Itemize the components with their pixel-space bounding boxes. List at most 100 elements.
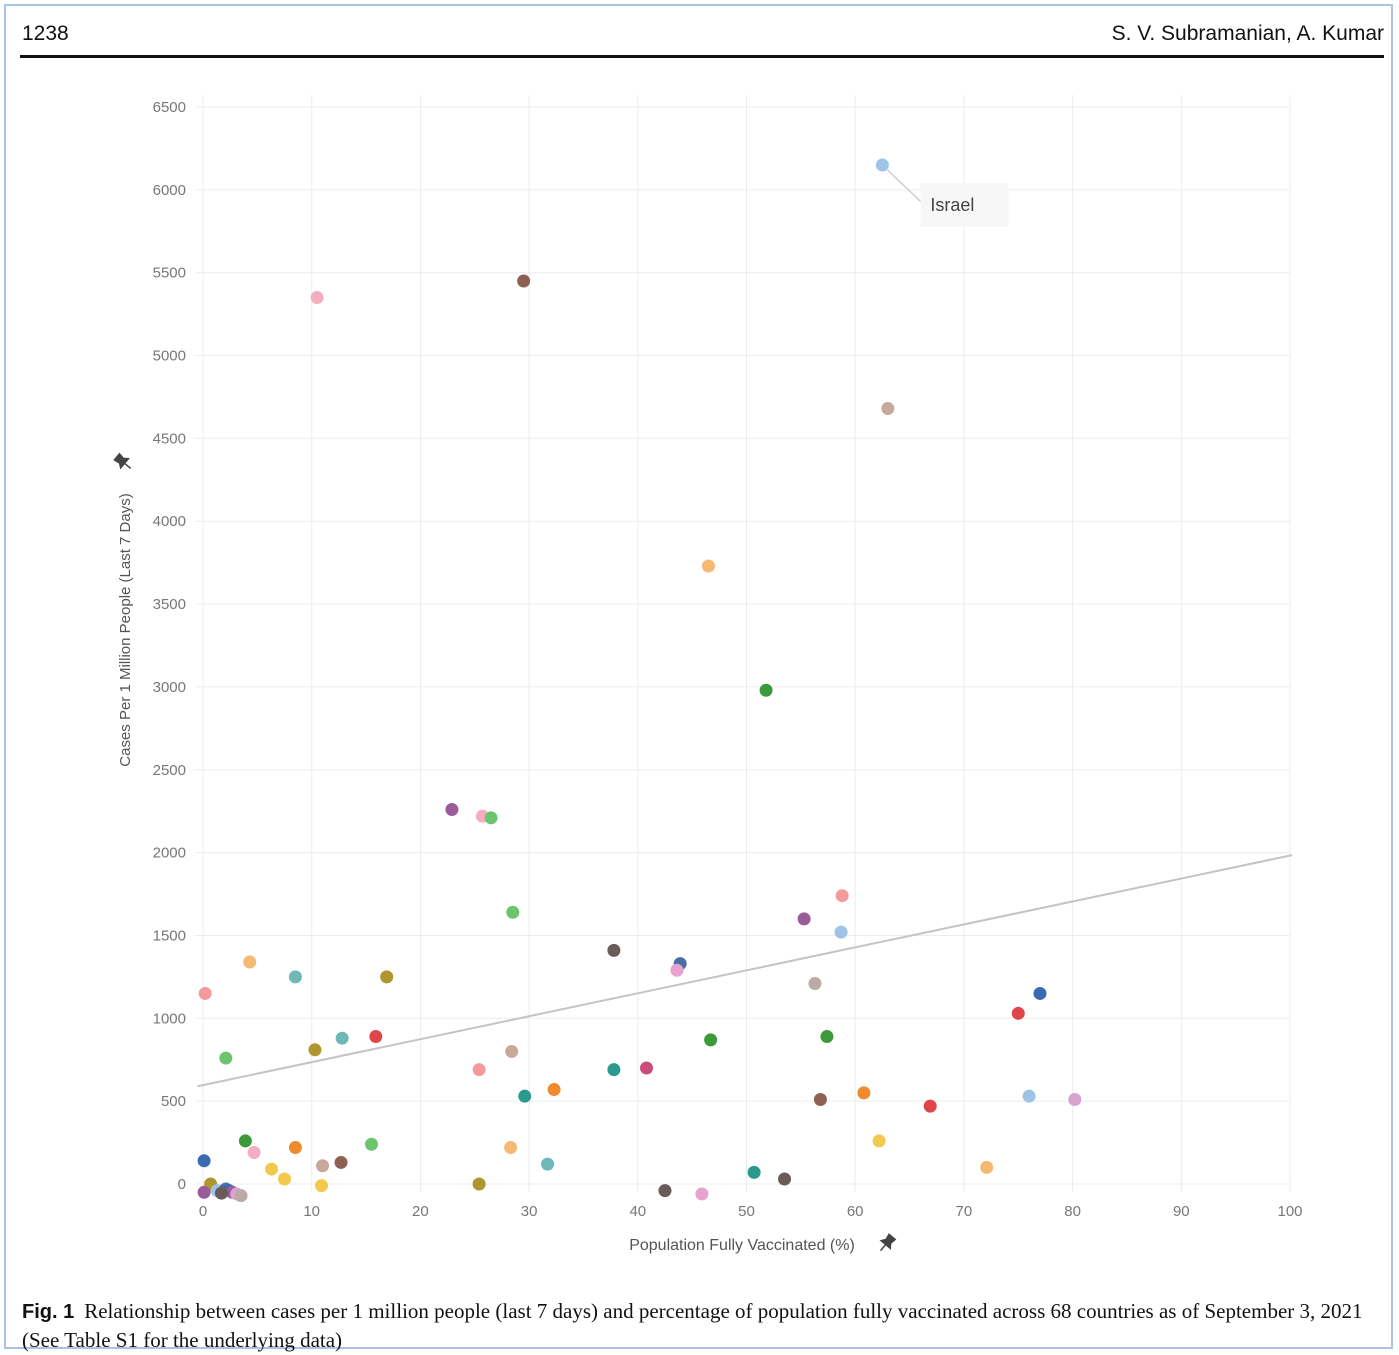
y-tick-label: 5500 (153, 265, 186, 282)
data-point[interactable] (197, 1154, 211, 1168)
data-point[interactable] (504, 1141, 518, 1155)
y-axis-label: Cases Per 1 Million People (Last 7 Days) (117, 493, 134, 766)
data-point[interactable] (308, 1043, 322, 1057)
y-tick-label: 2000 (153, 845, 186, 862)
data-point[interactable] (380, 970, 394, 984)
data-point[interactable] (247, 1146, 261, 1160)
data-point[interactable] (835, 889, 849, 903)
data-point[interactable] (197, 1185, 211, 1199)
x-tick-label: 30 (521, 1203, 538, 1220)
data-point[interactable] (445, 803, 459, 817)
x-tick-label: 20 (412, 1203, 429, 1220)
annotation-layer: Israel (886, 169, 1009, 227)
y-tick-label: 5000 (153, 348, 186, 365)
x-axis-label: Population Fully Vaccinated (%) (629, 1237, 855, 1254)
annotation-label: Israel (930, 195, 974, 215)
data-point[interactable] (314, 1179, 328, 1193)
data-point[interactable] (288, 1141, 302, 1155)
y-tick-label: 1000 (153, 1010, 186, 1027)
data-point[interactable] (316, 1159, 330, 1173)
y-tick-label: 3000 (153, 679, 186, 696)
data-point[interactable] (517, 274, 531, 288)
points-layer (197, 158, 1082, 1203)
x-tick-label: 90 (1173, 1203, 1190, 1220)
data-point[interactable] (518, 1089, 532, 1103)
data-point[interactable] (1068, 1092, 1082, 1106)
figure-caption: Fig. 1 Relationship between cases per 1 m… (22, 1297, 1384, 1354)
x-tick-label: 0 (199, 1203, 207, 1220)
data-point[interactable] (264, 1162, 278, 1176)
figure-label: Fig. 1 (22, 1301, 75, 1323)
y-tick-label: 4000 (153, 513, 186, 530)
data-point[interactable] (701, 559, 715, 573)
data-point[interactable] (288, 970, 302, 984)
data-point[interactable] (813, 1092, 827, 1106)
data-point[interactable] (238, 1134, 252, 1148)
data-point[interactable] (472, 1063, 486, 1077)
y-tick-label: 2500 (153, 762, 186, 779)
data-point[interactable] (639, 1061, 653, 1075)
y-tick-label: 6000 (153, 182, 186, 199)
data-point[interactable] (278, 1172, 292, 1186)
x-tick-label: 40 (629, 1203, 646, 1220)
data-point[interactable] (506, 905, 520, 919)
page-header: 1238 S. V. Subramanian, A. Kumar (20, 18, 1384, 58)
data-point[interactable] (607, 943, 621, 957)
data-point[interactable] (472, 1177, 486, 1191)
data-point[interactable] (219, 1051, 233, 1065)
y-tick-label: 6500 (153, 99, 186, 116)
caption-text: Relationship between cases per 1 million… (22, 1299, 1363, 1352)
data-point[interactable] (872, 1134, 886, 1148)
data-point[interactable] (1022, 1089, 1036, 1103)
data-point[interactable] (778, 1172, 792, 1186)
x-tick-labels: 0 10 20 30 40 50 60 70 80 90 100 (199, 1203, 1303, 1220)
pin-icon[interactable] (876, 1233, 897, 1255)
data-point[interactable] (808, 977, 822, 991)
data-point[interactable] (759, 683, 773, 697)
page-authors: S. V. Subramanian, A. Kumar (1111, 22, 1384, 45)
data-point[interactable] (335, 1031, 349, 1045)
x-tick-label: 80 (1064, 1203, 1081, 1220)
x-tick-label: 70 (956, 1203, 973, 1220)
data-point[interactable] (364, 1137, 378, 1151)
data-point[interactable] (857, 1086, 871, 1100)
data-point[interactable] (547, 1083, 561, 1097)
data-point[interactable] (881, 402, 895, 416)
data-point[interactable] (234, 1189, 248, 1203)
y-tick-label: 4500 (153, 430, 186, 447)
y-tick-label: 0 (178, 1176, 186, 1193)
data-point[interactable] (484, 811, 498, 825)
data-point[interactable] (334, 1155, 348, 1169)
data-point[interactable] (310, 291, 324, 305)
data-point[interactable] (243, 955, 257, 969)
data-point[interactable] (198, 986, 212, 1000)
grid-layer (195, 95, 1291, 1192)
page-number: 1238 (22, 22, 69, 45)
data-point[interactable] (875, 158, 889, 172)
data-point[interactable] (797, 912, 811, 926)
data-point[interactable] (695, 1187, 709, 1201)
data-point[interactable] (541, 1157, 555, 1171)
data-point[interactable] (369, 1030, 383, 1044)
data-point[interactable] (505, 1044, 519, 1058)
data-point[interactable] (980, 1160, 994, 1174)
data-point[interactable] (704, 1033, 718, 1047)
trendline-layer (197, 854, 1293, 1088)
y-tick-label: 1500 (153, 927, 186, 944)
data-point[interactable] (747, 1165, 761, 1179)
annotation-leader-line (886, 169, 925, 206)
data-point[interactable] (820, 1030, 834, 1044)
pin-icon[interactable] (113, 452, 135, 473)
annotation-box (920, 182, 1009, 227)
x-tick-label: 50 (738, 1203, 755, 1220)
y-tick-labels: 0 500 1000 1500 2000 2500 3000 3500 4000 4500 5000… (153, 99, 186, 1193)
data-point[interactable] (607, 1063, 621, 1077)
data-point[interactable] (670, 963, 684, 977)
data-point[interactable] (834, 925, 848, 939)
data-point[interactable] (1033, 986, 1047, 1000)
data-point[interactable] (658, 1184, 672, 1198)
data-point[interactable] (214, 1186, 228, 1200)
data-point[interactable] (923, 1099, 937, 1113)
data-point[interactable] (1011, 1006, 1025, 1020)
x-tick-label: 100 (1277, 1203, 1302, 1220)
